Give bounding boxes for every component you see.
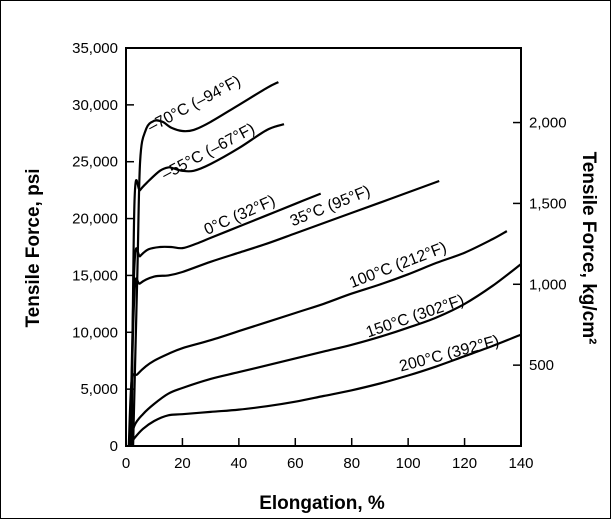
x-tick-label: 40 (231, 455, 248, 472)
y-tick-label: 10,000 (72, 324, 118, 341)
x-tick-label: 80 (343, 455, 360, 472)
x-tick-label: 60 (287, 455, 304, 472)
series-line-6 (127, 333, 522, 447)
y-tick-label: 35,000 (72, 40, 118, 57)
x-tick-label: 100 (396, 455, 421, 472)
series-line-2 (129, 192, 322, 447)
y-tick-label: 0 (110, 438, 118, 455)
y2-tick-label: 1,000 (529, 276, 567, 293)
series-line-1 (130, 123, 285, 447)
y2-tick-label: 2,000 (529, 115, 567, 132)
series-line-5 (127, 263, 522, 447)
series-line-4 (127, 230, 508, 447)
x-tick-label: 0 (122, 455, 130, 472)
series-line-3 (129, 179, 440, 447)
series-label-3: 35°C (95°F) (288, 183, 373, 231)
x-tick-label: 140 (508, 455, 533, 472)
x-axis-ticks: 0 20 40 60 80 100 120 140 (122, 438, 534, 472)
x-tick-label: 20 (174, 455, 191, 472)
series-label-0: –70°C (–94°F) (145, 73, 244, 136)
y2-axis-ticks: 500 1,000 1,500 2,000 (513, 115, 567, 374)
y2-tick-label: 1,500 (529, 195, 567, 212)
x-axis-title: Elongation, % (259, 493, 385, 514)
series-label-5: 150°C (302°F) (364, 292, 467, 341)
series-line-0 (132, 81, 279, 447)
y-tick-label: 30,000 (72, 97, 118, 114)
series-label-6: 200°C (392°F) (398, 333, 502, 376)
y-tick-label: 25,000 (72, 154, 118, 171)
series-label-4: 100°C (212°F) (347, 239, 449, 292)
series-curves (127, 81, 522, 447)
y2-axis-title: Tensile Force, kg/cm² (578, 152, 599, 345)
y-axis-title: Tensile Force, psi (23, 168, 44, 327)
y-tick-label: 20,000 (72, 211, 118, 228)
y-tick-label: 15,000 (72, 267, 118, 284)
y-axis-ticks: 0 5,000 10,000 15,000 20,000 25,000 30,000 35,0… (72, 40, 134, 455)
plot-border (125, 47, 522, 447)
x-tick-label: 120 (452, 455, 477, 472)
y-tick-label: 5,000 (80, 381, 118, 398)
plot-area (125, 47, 522, 447)
y2-tick-label: 500 (529, 357, 554, 374)
